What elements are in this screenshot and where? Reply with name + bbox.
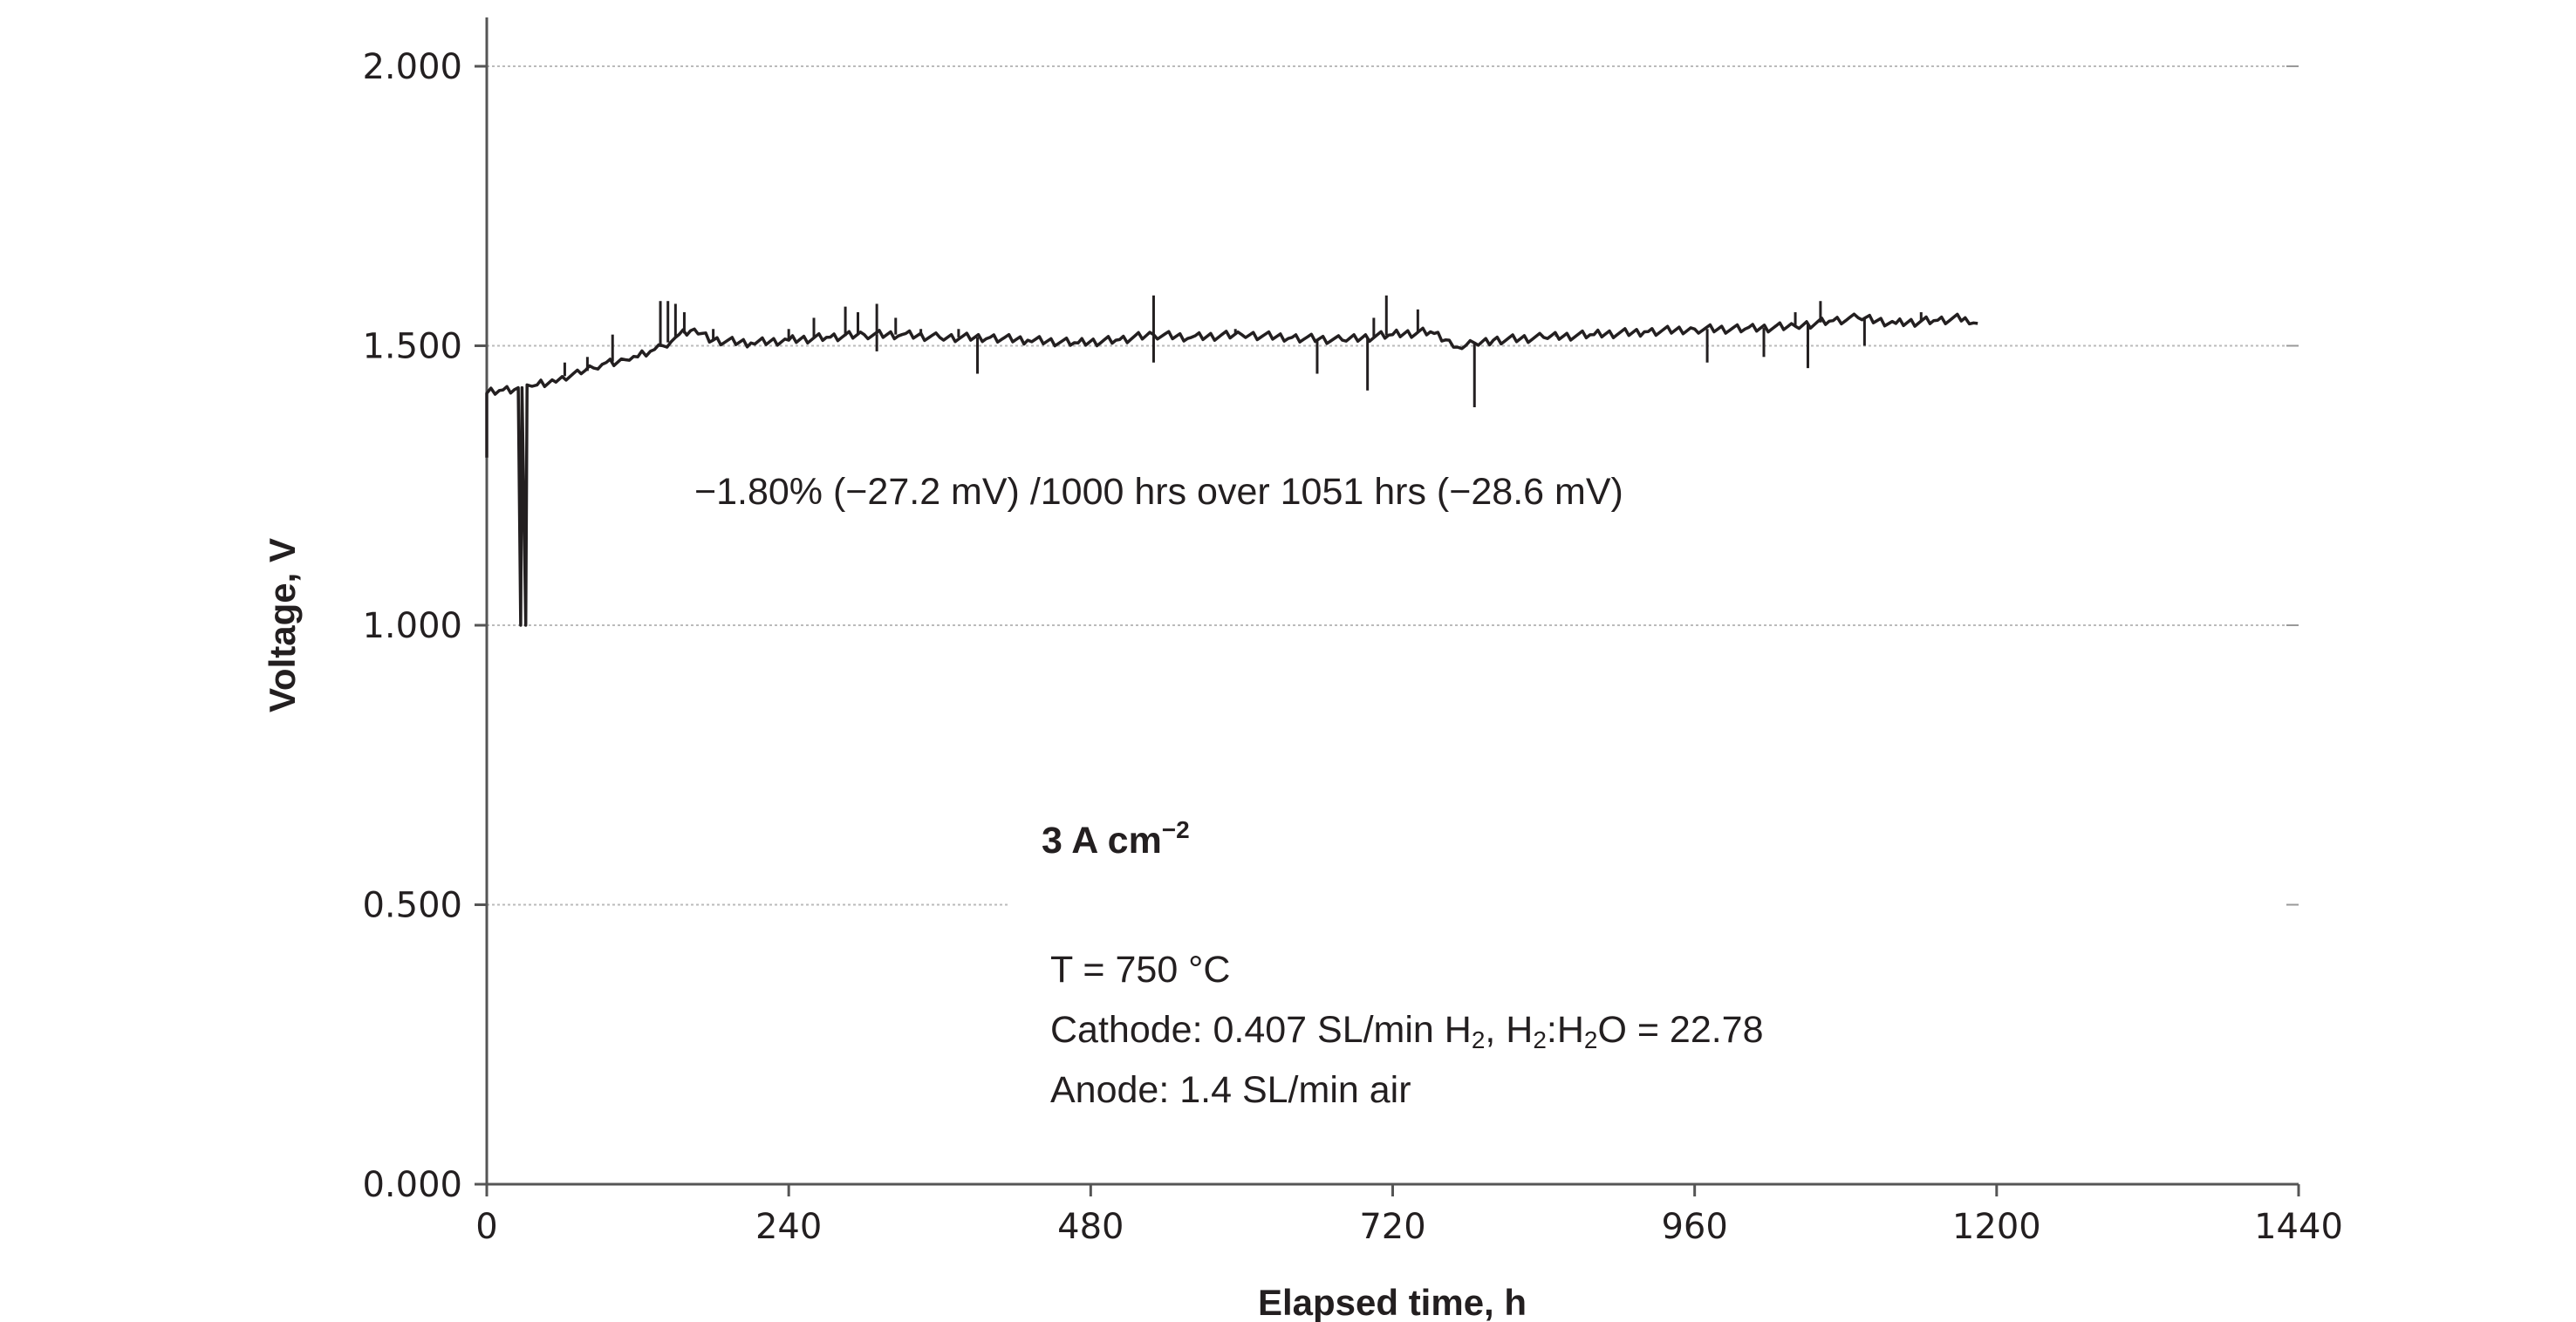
gridlines (487, 65, 2299, 906)
x-tick-label: 1200 (1952, 1207, 2041, 1247)
cathode-sub: 2 (1533, 1026, 1547, 1053)
current-density-exponent: −2 (1161, 816, 1190, 844)
voltage-series-line (485, 312, 1978, 627)
cathode-sub: 2 (1583, 1026, 1598, 1053)
cathode-prefix: Cathode: 0.407 SL/min H (1050, 1009, 1472, 1051)
data-marks (485, 295, 1978, 627)
x-tick-label: 960 (1661, 1207, 1727, 1247)
cathode-suffix: O = 22.78 (1597, 1009, 1764, 1051)
y-axis-ticks: 0.000 0.500 1.000 1.500 2.000 (362, 47, 487, 1205)
cathode-mid: , H (1485, 1009, 1534, 1051)
y-tick-label: 0.500 (362, 886, 462, 926)
degradation-annotation: −1.80% (−27.2 mV) /1000 hrs over 1051 hr… (694, 471, 1623, 513)
y-axis-title: Voltage, V (262, 538, 303, 712)
x-tick-label: 240 (755, 1207, 822, 1247)
current-density-label: 3 A cm−2 (1042, 818, 1190, 862)
cathode-mid: :H (1546, 1009, 1584, 1051)
anode-label: Anode: 1.4 SL/min air (1050, 1069, 1411, 1111)
x-axis-title: Elapsed time, h (1258, 1282, 1527, 1322)
y-tick-label: 1.000 (362, 606, 462, 646)
x-axis-ticks: 0 240 480 720 960 1200 1440 (475, 1184, 2343, 1247)
x-tick-label: 480 (1057, 1207, 1124, 1247)
cathode-label: Cathode: 0.407 SL/min H2, H2:H2O = 22.78 (1050, 1009, 1764, 1052)
x-tick-label: 1440 (2254, 1207, 2343, 1247)
y-tick-label: 1.500 (362, 327, 462, 367)
current-density-base: 3 A cm (1042, 820, 1162, 862)
x-tick-label: 0 (475, 1207, 497, 1247)
y-tick-label: 2.000 (362, 47, 462, 87)
x-tick-label: 720 (1359, 1207, 1425, 1247)
temperature-label: T = 750 °C (1050, 949, 1231, 991)
y-tick-label: 0.000 (362, 1165, 462, 1205)
cathode-sub: 2 (1471, 1026, 1486, 1053)
